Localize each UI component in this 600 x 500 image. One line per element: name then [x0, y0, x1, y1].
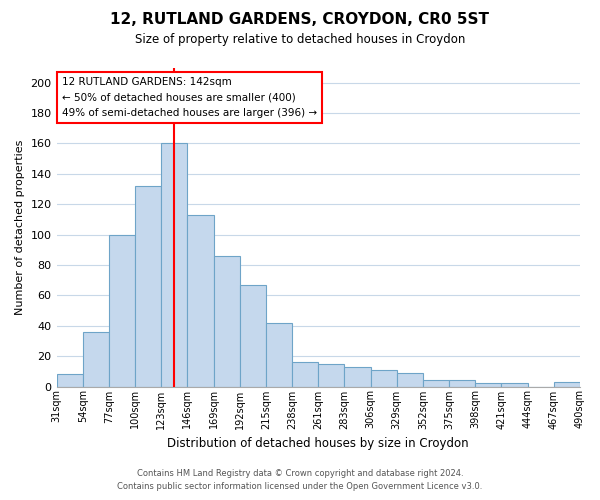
- Bar: [240, 284, 266, 386]
- Bar: [161, 144, 187, 386]
- Bar: [397, 373, 423, 386]
- X-axis label: Distribution of detached houses by size in Croydon: Distribution of detached houses by size …: [167, 437, 469, 450]
- Bar: [135, 186, 161, 386]
- Bar: [83, 332, 109, 386]
- Bar: [423, 380, 449, 386]
- Bar: [187, 215, 214, 386]
- Text: Contains HM Land Registry data © Crown copyright and database right 2024.
Contai: Contains HM Land Registry data © Crown c…: [118, 470, 482, 491]
- Bar: [502, 384, 527, 386]
- Bar: [214, 256, 240, 386]
- Bar: [266, 322, 292, 386]
- Text: 12 RUTLAND GARDENS: 142sqm
← 50% of detached houses are smaller (400)
49% of sem: 12 RUTLAND GARDENS: 142sqm ← 50% of deta…: [62, 77, 317, 118]
- Bar: [344, 367, 371, 386]
- Bar: [475, 384, 502, 386]
- Bar: [109, 234, 135, 386]
- Bar: [292, 362, 318, 386]
- Bar: [318, 364, 344, 386]
- Y-axis label: Number of detached properties: Number of detached properties: [15, 140, 25, 314]
- Bar: [449, 380, 475, 386]
- Bar: [371, 370, 397, 386]
- Bar: [554, 382, 580, 386]
- Text: Size of property relative to detached houses in Croydon: Size of property relative to detached ho…: [135, 32, 465, 46]
- Text: 12, RUTLAND GARDENS, CROYDON, CR0 5ST: 12, RUTLAND GARDENS, CROYDON, CR0 5ST: [110, 12, 490, 28]
- Bar: [56, 374, 83, 386]
